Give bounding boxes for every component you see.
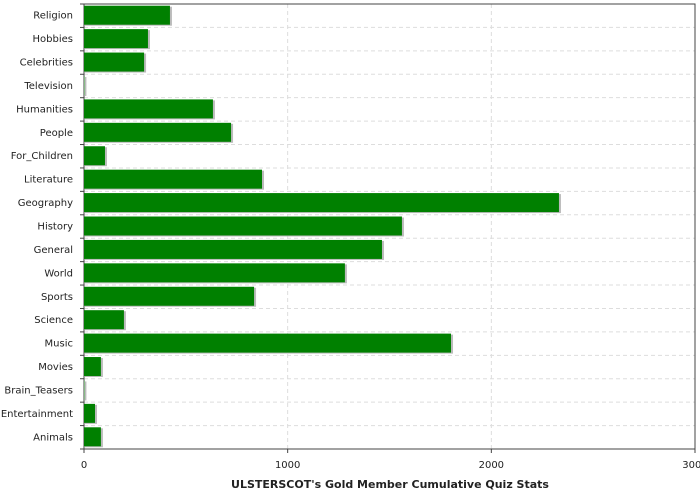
x-tick-label: 2000 [479, 460, 504, 471]
y-tick-label: Brain_Teasers [4, 385, 73, 396]
bar [84, 263, 345, 282]
y-tick-label: Music [45, 339, 73, 350]
bar [84, 53, 144, 72]
y-tick-label: World [44, 268, 73, 279]
x-tick-label: 3000 [682, 460, 700, 471]
bar [84, 123, 231, 142]
y-tick-label: History [37, 222, 73, 233]
x-tick-label: 1000 [275, 460, 300, 471]
bar-shadow [85, 77, 86, 96]
bar [84, 427, 101, 446]
y-tick-label: For_Children [11, 151, 73, 162]
y-tick-label: Science [34, 315, 73, 326]
bar-shadow [85, 381, 86, 400]
bar [84, 170, 262, 189]
y-tick-label: General [34, 245, 73, 256]
y-tick-label: Geography [18, 198, 73, 209]
y-tick-label: Literature [24, 175, 73, 186]
bar [84, 404, 95, 423]
bar [84, 99, 213, 118]
bar [84, 287, 254, 306]
y-tick-label: Celebrities [20, 58, 73, 69]
bar [84, 334, 451, 353]
y-tick-label: Animals [33, 432, 73, 443]
y-tick-label: Television [23, 81, 73, 92]
y-tick-label: People [40, 128, 73, 139]
bar [84, 29, 148, 48]
bar [84, 193, 559, 212]
y-tick-label: Humanities [16, 104, 73, 115]
y-tick-label: Movies [38, 362, 73, 373]
y-tick-label: Hobbies [33, 34, 73, 45]
bar [84, 310, 124, 329]
bar [84, 217, 402, 236]
bar [84, 357, 101, 376]
bar [84, 146, 105, 165]
chart-title: ULSTERSCOT's Gold Member Cumulative Quiz… [231, 478, 549, 491]
y-tick-label: Sports [41, 292, 73, 303]
x-tick-label: 0 [81, 460, 87, 471]
bar [84, 240, 382, 259]
bar [84, 6, 170, 25]
y-tick-label: Entertainment [1, 409, 73, 420]
y-tick-label: Religion [33, 11, 73, 22]
